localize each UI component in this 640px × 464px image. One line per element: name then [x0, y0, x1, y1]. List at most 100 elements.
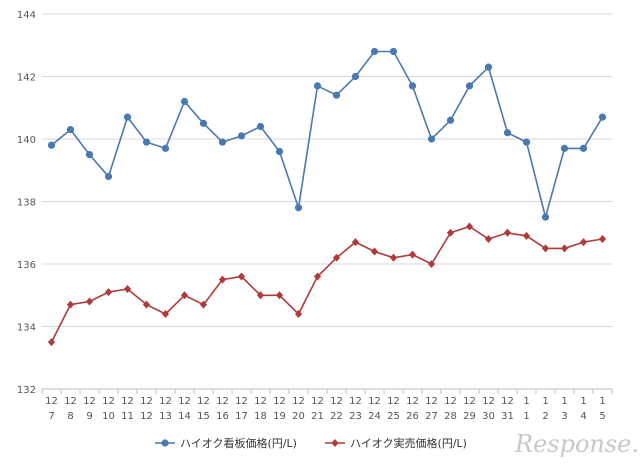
x-tick-label-month: 12: [235, 396, 248, 407]
x-tick-label-day: 12: [140, 411, 153, 422]
x-tick-label-day: 8: [67, 411, 73, 422]
data-point: [237, 132, 246, 140]
data-point: [123, 113, 132, 121]
data-point: [408, 82, 417, 90]
data-point: [579, 144, 588, 152]
x-tick-label-month: 12: [83, 396, 96, 407]
data-point: [123, 285, 132, 293]
x-tick-label-month: 12: [425, 396, 438, 407]
x-tick-label-month: 1: [542, 396, 548, 407]
y-tick-label: 136: [17, 260, 36, 271]
x-tick-label-month: 12: [45, 396, 58, 407]
data-point: [370, 247, 379, 256]
data-point: [560, 244, 569, 253]
data-point: [370, 47, 379, 56]
data-point: [180, 291, 189, 300]
x-tick-label-month: 12: [406, 396, 419, 407]
x-tick-label-month: 12: [254, 396, 267, 407]
y-tick-label: 140: [17, 135, 36, 146]
data-point: [313, 272, 322, 281]
x-tick-label-day: 21: [311, 411, 324, 422]
data-point: [427, 135, 436, 143]
legend-marker: [161, 439, 169, 447]
x-tick-label-day: 7: [48, 411, 54, 422]
data-point: [161, 144, 170, 152]
x-tick-label-day: 2: [542, 411, 548, 422]
data-point: [598, 113, 607, 121]
x-tick-label-day: 5: [599, 411, 605, 422]
x-tick-label-month: 12: [368, 396, 381, 407]
data-point: [465, 222, 474, 231]
series-1: [47, 47, 607, 221]
x-tick-label-month: 12: [159, 396, 172, 407]
x-tick-label-day: 23: [349, 411, 362, 422]
x-tick-label-month: 12: [349, 396, 362, 407]
data-point: [313, 82, 322, 90]
data-point: [237, 272, 246, 281]
legend: ハイオク看板価格(円/L) ハイオク実売価格(円/L): [155, 436, 467, 450]
data-point: [47, 338, 56, 347]
y-tick-label: 144: [17, 10, 36, 21]
x-tick-label-month: 12: [140, 396, 153, 407]
x-tick-label-day: 18: [254, 411, 267, 422]
data-point: [275, 291, 284, 300]
x-tick-label-month: 12: [273, 396, 286, 407]
x-tick-label-day: 10: [102, 411, 115, 422]
data-point: [389, 253, 398, 262]
data-point: [180, 97, 189, 106]
data-point: [218, 138, 227, 146]
x-tick-label-month: 12: [387, 396, 400, 407]
data-point: [199, 300, 208, 309]
x-tick-label-day: 15: [197, 411, 210, 422]
data-point: [541, 213, 550, 221]
x-tick-label-month: 12: [463, 396, 476, 407]
x-tick-label-day: 16: [216, 411, 229, 422]
data-point: [408, 250, 417, 259]
data-point: [598, 235, 607, 243]
x-tick-label-month: 12: [482, 396, 495, 407]
x-tick-label-month: 12: [330, 396, 343, 407]
series-layer: [47, 47, 607, 347]
data-point: [579, 238, 588, 247]
y-tick-label: 132: [17, 385, 36, 396]
series-line: [50, 225, 603, 343]
x-tick-label-day: 29: [463, 411, 476, 422]
x-tick-label-day: 30: [482, 411, 495, 422]
data-point: [503, 228, 512, 237]
x-tick-label-day: 22: [330, 411, 343, 422]
y-tick-label: 134: [17, 323, 36, 334]
data-point: [142, 138, 151, 146]
x-tick-label-month: 12: [102, 396, 115, 407]
x-axis: 1271281291210121112121213121412151216121…: [41, 389, 613, 422]
data-point: [427, 260, 436, 268]
x-tick-label-day: 1: [523, 411, 529, 422]
watermark-logo: Response.: [514, 430, 639, 458]
x-tick-label-month: 12: [292, 396, 305, 407]
x-tick-label-day: 31: [501, 411, 514, 422]
x-tick-label-month: 12: [121, 396, 134, 407]
grid-lines: [42, 13, 612, 390]
x-tick-label-day: 26: [406, 411, 419, 422]
data-point: [161, 310, 170, 318]
data-point: [351, 72, 360, 81]
data-point: [389, 47, 398, 56]
data-point: [503, 129, 512, 137]
x-tick-label-day: 24: [368, 411, 381, 422]
x-tick-label-day: 28: [444, 411, 457, 422]
x-tick-label-month: 1: [599, 396, 605, 407]
data-point: [256, 122, 265, 131]
y-tick-label: 138: [17, 198, 36, 209]
data-point: [256, 291, 265, 300]
data-point: [275, 147, 284, 156]
data-point: [66, 126, 75, 134]
data-point: [66, 300, 75, 309]
x-tick-label-day: 9: [86, 411, 92, 422]
data-point: [104, 288, 113, 297]
x-tick-label-day: 25: [387, 411, 400, 422]
x-tick-label-month: 1: [561, 396, 567, 407]
data-point: [218, 275, 227, 284]
data-point: [484, 63, 493, 71]
x-tick-label-day: 17: [235, 411, 248, 422]
legend-label: ハイオク看板価格(円/L): [180, 436, 297, 450]
